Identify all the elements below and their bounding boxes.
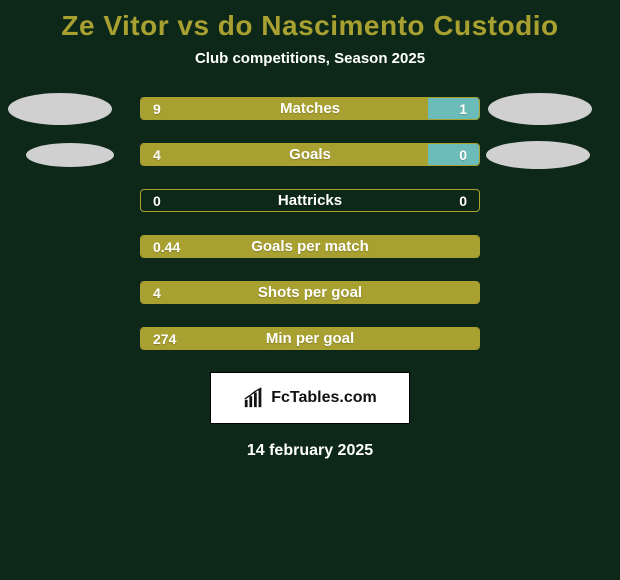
player-avatar-left <box>26 143 114 167</box>
value-left: 4 <box>153 285 161 301</box>
stat-row: 0.44 Goals per match <box>0 235 620 258</box>
value-left: 4 <box>153 147 161 163</box>
bar-track: 4 Goals 0 <box>140 143 480 166</box>
value-left: 0.44 <box>153 239 180 255</box>
subtitle: Club competitions, Season 2025 <box>0 50 620 67</box>
metric-label: Matches <box>280 100 340 117</box>
player-avatar-right <box>488 93 592 125</box>
stat-row: 4 Shots per goal <box>0 281 620 304</box>
chart-icon <box>243 387 265 409</box>
branding-text: FcTables.com <box>271 389 377 407</box>
bar-track: 0 Hattricks 0 <box>140 189 480 212</box>
metric-label: Hattricks <box>278 192 342 209</box>
stat-row: 274 Min per goal <box>0 327 620 350</box>
bar-right <box>428 98 479 119</box>
value-right: 0 <box>459 147 467 163</box>
page-title: Ze Vitor vs do Nascimento Custodio <box>0 0 620 50</box>
bar-left <box>141 144 428 165</box>
value-left: 274 <box>153 331 176 347</box>
metric-label: Goals <box>289 146 331 163</box>
value-right: 0 <box>459 193 467 209</box>
bar-track: 9 Matches 1 <box>140 97 480 120</box>
value-left: 0 <box>153 193 161 209</box>
bar-track: 274 Min per goal <box>140 327 480 350</box>
metric-label: Min per goal <box>266 330 354 347</box>
metric-label: Goals per match <box>251 238 369 255</box>
stat-row: 4 Goals 0 <box>0 143 620 166</box>
value-right: 1 <box>459 101 467 117</box>
stat-row: 0 Hattricks 0 <box>0 189 620 212</box>
metric-label: Shots per goal <box>258 284 362 301</box>
stats-container: 9 Matches 1 4 Goals 0 0 Hattricks 0 0. <box>0 97 620 350</box>
value-left: 9 <box>153 101 161 117</box>
stat-row: 9 Matches 1 <box>0 97 620 120</box>
date-label: 14 february 2025 <box>0 442 620 460</box>
player-avatar-right <box>486 141 590 169</box>
bar-track: 0.44 Goals per match <box>140 235 480 258</box>
bar-right <box>428 144 479 165</box>
bar-track: 4 Shots per goal <box>140 281 480 304</box>
branding-badge: FcTables.com <box>210 372 410 424</box>
player-avatar-left <box>8 93 112 125</box>
